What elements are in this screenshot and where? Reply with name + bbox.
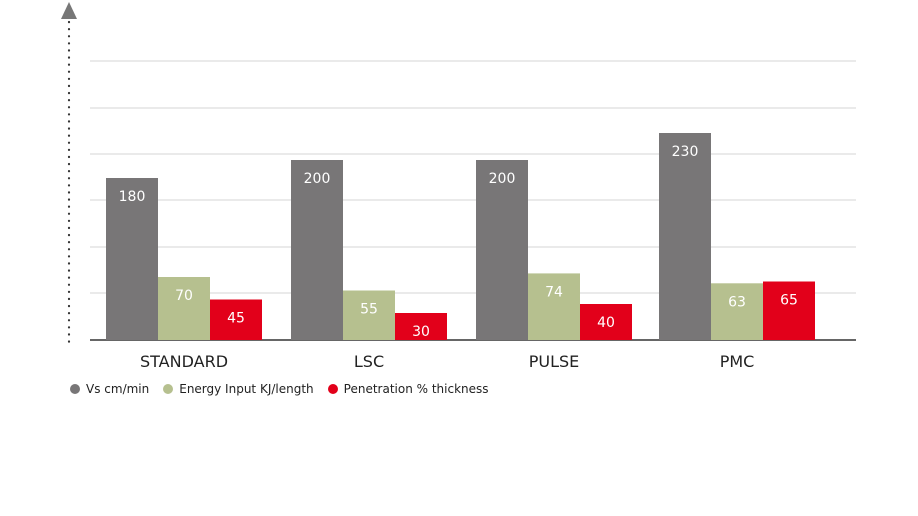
bar xyxy=(343,290,395,340)
bar xyxy=(711,283,763,340)
y-axis xyxy=(61,2,77,344)
bar xyxy=(210,299,262,340)
bar xyxy=(158,277,210,340)
category-labels: STANDARD LSC PULSE PMC xyxy=(140,352,754,371)
bar xyxy=(395,313,447,340)
legend-label: Energy Input KJ/length xyxy=(179,382,314,396)
bar xyxy=(580,304,632,340)
bar xyxy=(528,273,580,340)
data-label: 45 xyxy=(227,311,245,327)
data-label: 230 xyxy=(672,144,699,160)
data-label: 180 xyxy=(119,189,146,205)
category-label: PMC xyxy=(720,352,755,371)
legend-label: Penetration % thickness xyxy=(343,382,489,396)
legend-item-vs: Vs cm/min xyxy=(70,382,149,396)
data-label: 200 xyxy=(304,171,331,187)
data-label: 55 xyxy=(360,302,378,318)
legend: Vs cm/min Energy Input KJ/length Penetra… xyxy=(70,382,503,396)
legend-marker xyxy=(163,384,174,394)
bar xyxy=(659,133,711,340)
data-label: 74 xyxy=(545,284,563,300)
legend-item-penetration: Penetration % thickness xyxy=(327,382,489,396)
legend-item-energy: Energy Input KJ/length xyxy=(163,382,314,396)
legend-marker xyxy=(70,384,80,394)
bar xyxy=(106,178,158,340)
category-label: LSC xyxy=(354,352,384,371)
y-axis-arrow-icon xyxy=(61,2,77,19)
bar xyxy=(291,160,343,340)
data-label: 40 xyxy=(597,315,615,331)
data-label: 65 xyxy=(780,293,798,309)
bar xyxy=(476,160,528,340)
data-label: 63 xyxy=(728,294,746,310)
data-label: 30 xyxy=(412,324,430,340)
data-label: 70 xyxy=(175,288,193,304)
bars: 180 70 45 200 55 30 200 74 40 230 63 65 xyxy=(106,133,815,340)
category-label: PULSE xyxy=(529,352,580,371)
data-label: 200 xyxy=(489,171,516,187)
legend-label: Vs cm/min xyxy=(86,382,150,396)
legend-marker xyxy=(327,384,338,394)
bar xyxy=(763,281,815,340)
category-label: STANDARD xyxy=(140,352,228,371)
